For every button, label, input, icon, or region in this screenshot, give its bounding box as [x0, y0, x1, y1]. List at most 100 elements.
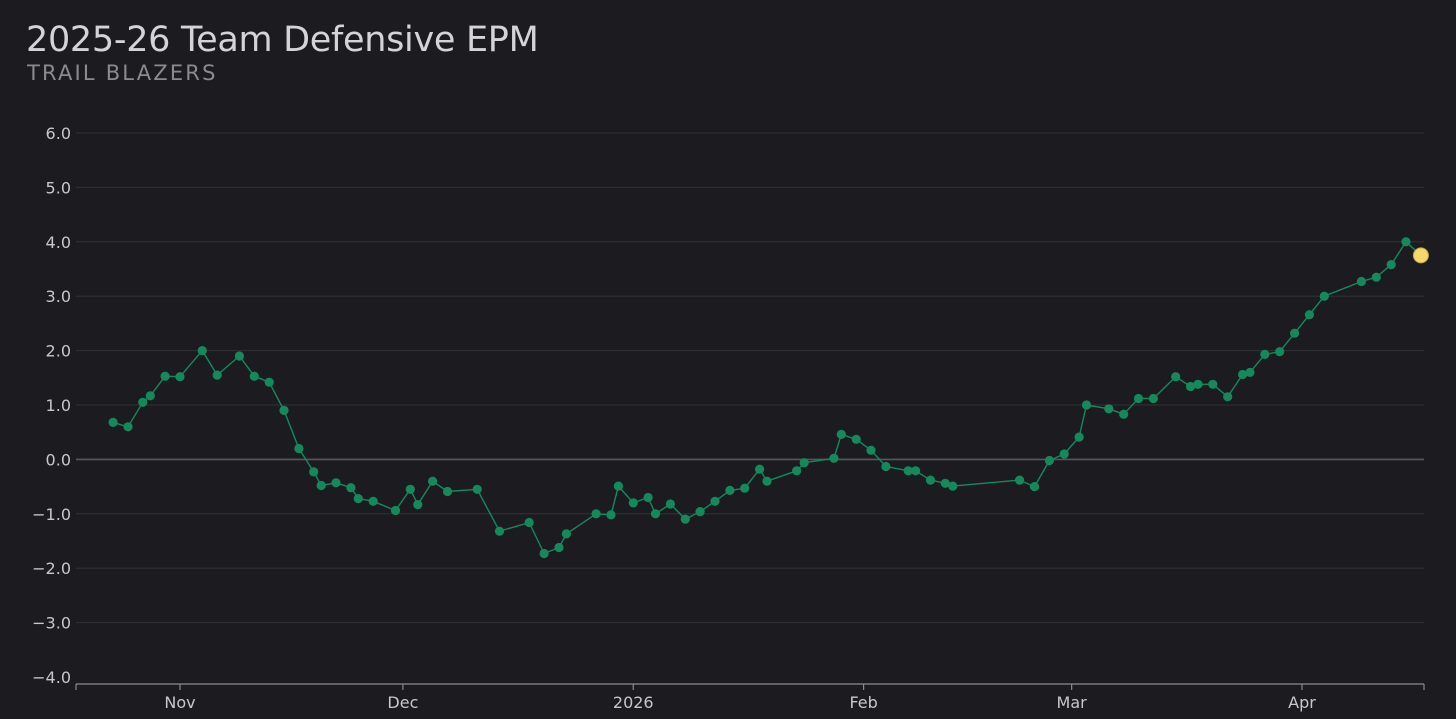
data-point[interactable] — [591, 509, 601, 519]
data-point[interactable] — [643, 492, 653, 503]
data-point[interactable] — [197, 346, 207, 356]
data-point[interactable] — [1015, 475, 1025, 485]
data-point[interactable] — [1148, 393, 1158, 404]
x-tick-label: Feb — [849, 693, 877, 712]
y-tick-label: −4.0 — [32, 668, 71, 687]
data-point[interactable] — [346, 483, 356, 493]
data-point[interactable] — [1386, 260, 1396, 270]
data-point[interactable] — [145, 391, 155, 401]
x-axis: Nov Dec 2026 Feb Mar Apr — [75, 683, 1425, 712]
data-point[interactable] — [1081, 400, 1092, 410]
data-point[interactable] — [175, 372, 185, 382]
data-point[interactable] — [1401, 237, 1411, 247]
data-point[interactable] — [331, 478, 341, 488]
data-point[interactable] — [866, 445, 876, 455]
y-axis: 6.0 5.0 4.0 3.0 2.0 1.0 0.0 −1.0 −2.0 −3.0 −4.0 — [32, 124, 71, 687]
data-point[interactable] — [903, 466, 913, 476]
data-point[interactable] — [1171, 372, 1181, 382]
data-point[interactable] — [799, 458, 809, 468]
y-tick-label: 3.0 — [46, 287, 71, 306]
y-tick-label: 5.0 — [46, 178, 71, 197]
data-point[interactable] — [613, 481, 624, 491]
data-point[interactable] — [628, 498, 638, 508]
gridlines — [76, 132, 1424, 624]
data-point[interactable] — [710, 496, 720, 506]
data-point[interactable] — [279, 405, 289, 415]
data-point[interactable] — [390, 505, 401, 516]
data-point[interactable] — [1193, 379, 1203, 389]
y-tick-label: 6.0 — [46, 124, 71, 143]
data-point[interactable] — [234, 351, 244, 361]
data-point[interactable] — [1238, 369, 1248, 380]
data-point[interactable] — [1119, 409, 1129, 419]
y-tick-label: 0.0 — [46, 450, 71, 469]
data-point[interactable] — [665, 499, 676, 509]
data-point[interactable] — [829, 453, 839, 463]
data-point[interactable] — [1304, 310, 1314, 320]
data-point[interactable] — [1185, 381, 1196, 392]
data-point[interactable] — [1290, 328, 1300, 338]
data-point[interactable] — [1245, 367, 1255, 377]
data-point[interactable] — [851, 434, 861, 444]
data-point[interactable] — [442, 486, 453, 497]
data-point[interactable] — [1223, 392, 1233, 402]
data-point[interactable] — [368, 496, 378, 506]
data-point[interactable] — [294, 443, 304, 454]
data-point[interactable] — [554, 542, 564, 553]
data-point[interactable] — [948, 481, 958, 491]
data-point[interactable] — [925, 475, 936, 485]
data-point[interactable] — [1074, 432, 1084, 442]
data-point[interactable] — [1356, 276, 1366, 287]
data-point[interactable] — [792, 466, 802, 476]
data-point[interactable] — [1260, 349, 1270, 359]
data-point[interactable] — [249, 371, 259, 381]
data-point[interactable] — [316, 480, 326, 491]
data-point[interactable] — [1029, 482, 1040, 492]
data-point[interactable] — [405, 484, 415, 494]
data-point[interactable] — [539, 548, 549, 559]
data-point[interactable] — [755, 464, 765, 474]
data-point[interactable] — [264, 377, 274, 387]
data-point[interactable] — [309, 467, 319, 477]
y-tick-label: −3.0 — [32, 614, 71, 633]
data-point[interactable] — [108, 417, 118, 427]
data-point[interactable] — [524, 517, 534, 528]
data-point[interactable] — [353, 494, 363, 504]
latest-data-point[interactable] — [1412, 247, 1429, 264]
y-tick-label: −2.0 — [32, 559, 71, 578]
data-point[interactable] — [762, 476, 772, 486]
data-point[interactable] — [1133, 393, 1144, 404]
data-point[interactable] — [606, 510, 616, 520]
data-point[interactable] — [1319, 291, 1329, 301]
data-point[interactable] — [494, 526, 505, 536]
data-point[interactable] — [836, 429, 846, 439]
data-point[interactable] — [1208, 379, 1218, 389]
data-point[interactable] — [680, 514, 690, 524]
data-point[interactable] — [160, 371, 170, 381]
data-point[interactable] — [1059, 449, 1069, 459]
x-tick-label: Apr — [1288, 693, 1316, 712]
data-point[interactable] — [561, 529, 572, 539]
x-tick-label: Mar — [1057, 693, 1088, 712]
data-point[interactable] — [695, 507, 705, 517]
data-point[interactable] — [911, 466, 921, 476]
data-point[interactable] — [881, 461, 891, 472]
data-point[interactable] — [413, 500, 423, 510]
data-point[interactable] — [650, 509, 661, 519]
data-point[interactable] — [940, 478, 950, 488]
data-point[interactable] — [1275, 347, 1285, 357]
data-point[interactable] — [725, 485, 735, 495]
data-point[interactable] — [428, 476, 438, 486]
data-point[interactable] — [472, 484, 482, 494]
x-tick-label: 2026 — [613, 693, 654, 712]
data-point[interactable] — [740, 483, 750, 493]
y-tick-label: 4.0 — [46, 233, 71, 252]
data-point[interactable] — [1044, 455, 1054, 466]
data-point[interactable] — [1371, 272, 1381, 282]
data-point[interactable] — [138, 397, 148, 407]
data-point[interactable] — [1104, 404, 1114, 414]
chart-title: 2025-26 Team Defensive EPM — [26, 20, 539, 60]
data-point[interactable] — [212, 370, 222, 380]
data-point[interactable] — [123, 422, 133, 432]
